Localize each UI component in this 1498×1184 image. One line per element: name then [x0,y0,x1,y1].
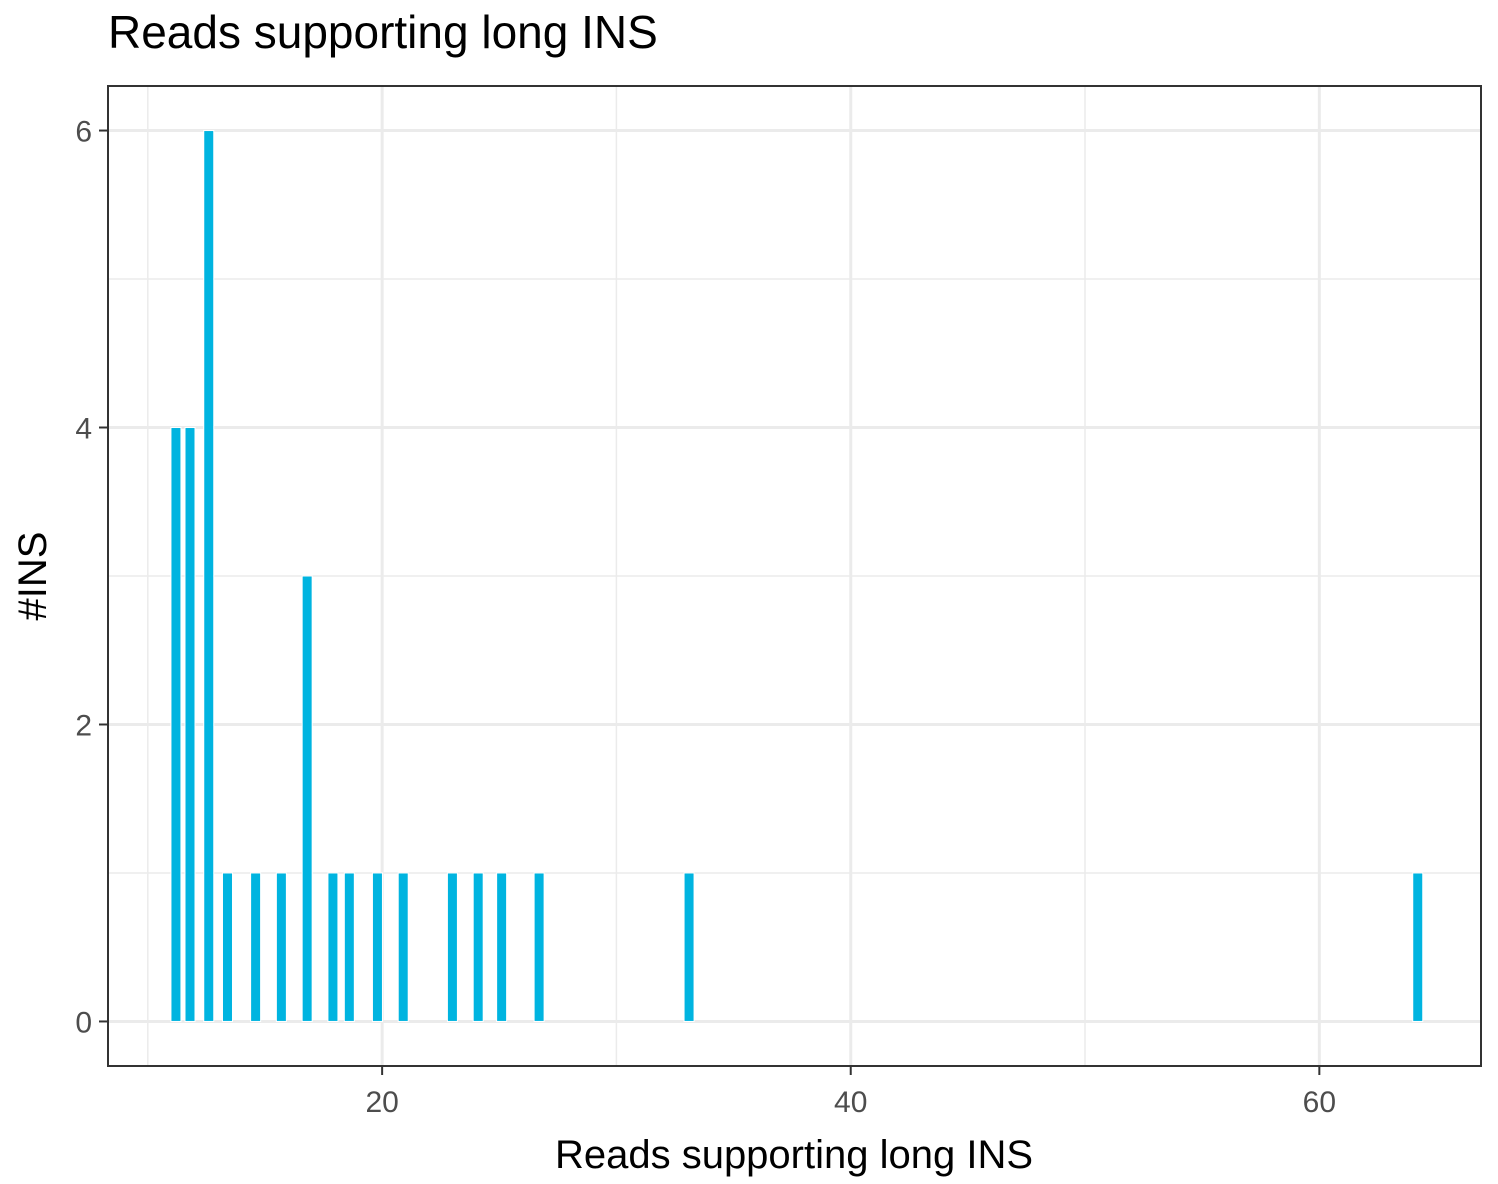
chart-title: Reads supporting long INS [108,6,658,58]
bar [533,872,545,1022]
bar [397,872,409,1022]
bar [472,872,484,1022]
x-tick-label: 20 [365,1086,398,1119]
bar [1412,872,1424,1022]
bar [327,872,339,1022]
bar [250,872,262,1022]
bar [275,872,287,1022]
bar [184,427,196,1022]
y-tick-label: 6 [75,116,92,149]
y-tick-label: 4 [75,413,92,446]
y-tick-label: 2 [75,709,92,742]
x-tick-label: 60 [1303,1086,1336,1119]
axes: 20 40 60 0 2 4 6 [75,116,1336,1119]
bar [683,872,695,1022]
x-tick-label: 40 [834,1086,867,1119]
grid [108,86,1481,1066]
bar [496,872,508,1022]
plot-panel-border [107,85,1482,1067]
bar [221,872,233,1022]
bar [343,872,355,1022]
bar [446,872,458,1022]
bars [170,130,1424,1022]
y-axis-title: #INS [11,532,55,621]
bar [203,130,215,1022]
bar [371,872,383,1022]
x-axis-title: Reads supporting long INS [555,1133,1033,1177]
bar [170,427,182,1022]
y-tick-label: 0 [75,1006,92,1039]
bar [301,575,313,1022]
